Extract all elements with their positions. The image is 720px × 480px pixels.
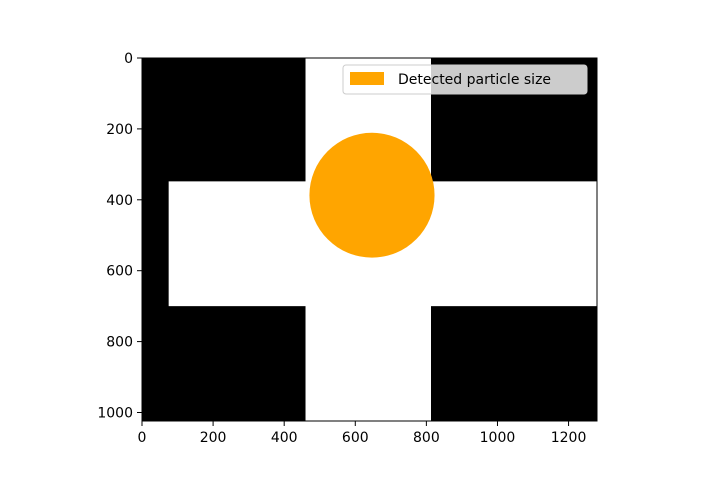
y-tick-label: 400 [106,193,133,209]
x-tick-label: 600 [342,430,369,446]
axes-frame [141,57,598,422]
x-tick-label: 400 [271,430,298,446]
legend-swatch [350,72,384,85]
x-tick-label: 800 [413,430,440,446]
y-tick-label: 600 [106,264,133,280]
y-axis: 0 200 400 600 800 1000 [97,51,142,421]
y-tick-label: 1000 [97,405,133,421]
legend-box [342,64,588,95]
y-tick-label: 0 [124,51,133,67]
x-tick-label: 0 [138,430,147,446]
x-tick-label: 200 [200,430,227,446]
legend: Detected particle size [342,64,588,95]
x-axis: 0 200 400 600 800 1000 1200 [138,421,587,446]
y-tick-label: 200 [106,122,133,138]
y-tick-label: 800 [106,335,133,351]
particle-circle [309,132,435,258]
x-tick-label: 1200 [551,430,587,446]
x-tick-label: 1000 [480,430,516,446]
legend-label: Detected particle size [398,72,551,88]
plot-area [141,57,598,422]
